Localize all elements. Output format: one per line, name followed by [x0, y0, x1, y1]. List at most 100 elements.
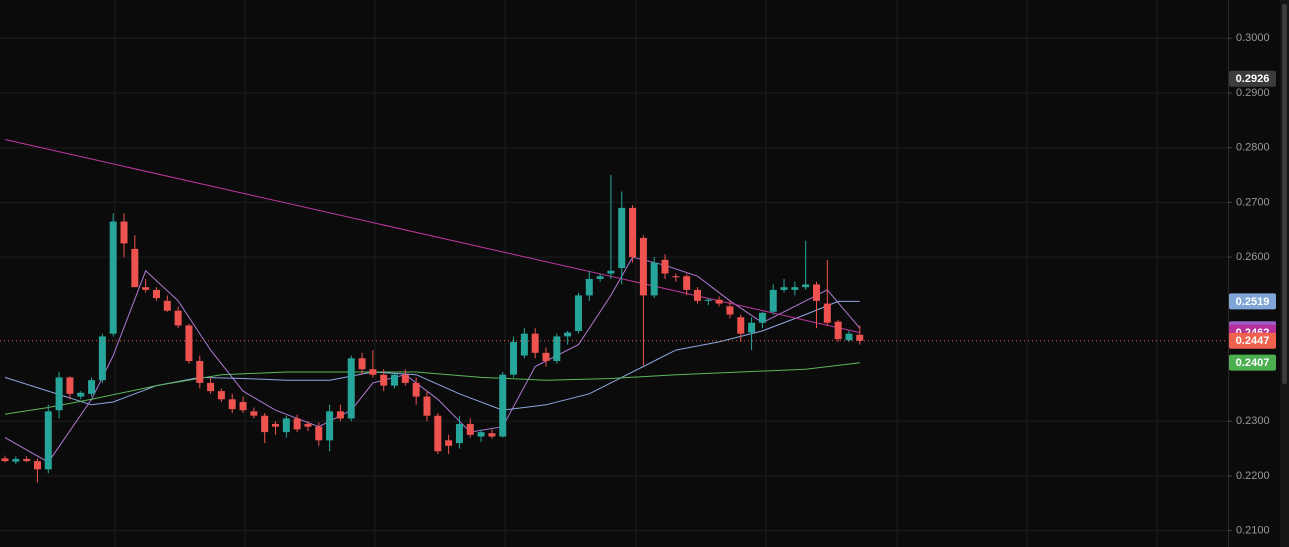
candle-body	[109, 221, 117, 334]
candle-body	[174, 310, 182, 326]
candle-body	[23, 458, 31, 462]
candle-body	[650, 262, 658, 296]
candle-body	[661, 259, 669, 274]
candle-body	[412, 382, 420, 397]
candle-body	[455, 423, 463, 444]
candle-body	[618, 207, 626, 269]
price-badge	[1229, 354, 1276, 371]
y-tick-label: 0.2800	[1236, 142, 1270, 154]
candle-body	[228, 399, 236, 410]
candle-body	[434, 415, 442, 452]
candle-body	[596, 276, 604, 279]
candle-body	[217, 391, 225, 400]
price-badge	[1229, 293, 1276, 310]
candle-body	[813, 284, 820, 301]
candle-body	[326, 411, 334, 441]
candle-body	[531, 333, 539, 353]
candle-body	[672, 276, 680, 278]
vertical-grid	[114, 0, 1158, 547]
candle-body	[629, 207, 637, 258]
price-badge-label: 0.2519	[1236, 296, 1270, 308]
candle-body	[715, 299, 723, 304]
candle-body	[704, 299, 712, 301]
candle-body	[683, 276, 691, 290]
candle-body	[77, 392, 85, 397]
candle-body	[250, 411, 258, 416]
candle-body	[748, 322, 756, 333]
candle-body	[693, 289, 701, 301]
y-tick-label: 0.2700	[1236, 196, 1270, 208]
candle-body	[445, 440, 453, 446]
candle-body	[477, 432, 485, 437]
candle-body	[488, 433, 496, 437]
candle-body	[380, 374, 388, 386]
candle-body	[239, 402, 247, 411]
candle-body	[391, 374, 399, 386]
price-badge-label: 0.2447	[1236, 335, 1270, 347]
y-tick-label: 0.3000	[1236, 32, 1270, 44]
candle-body	[66, 377, 74, 394]
y-tick-label: 0.2300	[1236, 415, 1270, 427]
scrollbar-thumb	[1282, 4, 1287, 384]
candle-body	[304, 423, 312, 427]
candle-body	[423, 396, 431, 416]
candle-body	[347, 358, 355, 419]
candle-body	[542, 352, 550, 362]
candle-body	[726, 306, 734, 315]
candle-body	[261, 415, 269, 433]
candle-body	[737, 317, 745, 334]
candles	[1, 175, 864, 483]
candle-body	[758, 312, 766, 323]
candle-body	[44, 411, 52, 470]
candle-body	[358, 358, 366, 370]
candle-body	[553, 336, 561, 362]
candle-body	[769, 289, 777, 312]
y-tick-label: 0.2100	[1236, 524, 1270, 536]
candle-body	[823, 303, 831, 323]
price-badge-label: 0.2407	[1236, 357, 1270, 369]
candle-body	[142, 287, 150, 290]
candle-body	[639, 237, 647, 296]
candle-body	[607, 270, 615, 274]
price-badge	[1229, 70, 1276, 87]
indicator-line	[4, 300, 860, 411]
candle-body	[520, 333, 528, 356]
candle-body	[163, 300, 171, 311]
candle-body	[585, 278, 593, 296]
candle-body	[55, 377, 63, 411]
candle-body	[196, 361, 204, 383]
candle-body	[152, 289, 160, 299]
y-tick-label: 0.2900	[1236, 87, 1270, 99]
candle-body	[12, 458, 20, 462]
candle-body	[282, 418, 290, 433]
candle-body	[336, 411, 344, 419]
candle-body	[272, 423, 279, 427]
candle-body	[845, 333, 853, 341]
candle-body	[780, 287, 788, 290]
indicator-line	[4, 362, 860, 415]
indicator-line	[4, 256, 861, 463]
candle-body	[564, 332, 572, 337]
candle-body	[401, 374, 409, 383]
candle-body	[834, 321, 842, 340]
y-tick-label: 0.2600	[1236, 251, 1270, 263]
candle-body	[574, 295, 582, 331]
candle-body	[1, 458, 9, 462]
candle-body	[131, 248, 139, 288]
candle-body	[120, 221, 128, 244]
candle-body	[207, 382, 215, 392]
candle-body	[499, 374, 507, 437]
candle-body	[315, 426, 323, 441]
candle-body	[856, 334, 864, 341]
candle-body	[98, 336, 106, 381]
candle-body	[802, 284, 810, 288]
candle-body	[33, 461, 41, 470]
candle-body	[293, 418, 301, 430]
candle-body	[185, 325, 193, 362]
candle-body	[510, 341, 518, 375]
candle-body	[88, 380, 96, 394]
candle-body	[791, 287, 799, 290]
price-badge-label: 0.2926	[1236, 73, 1270, 85]
